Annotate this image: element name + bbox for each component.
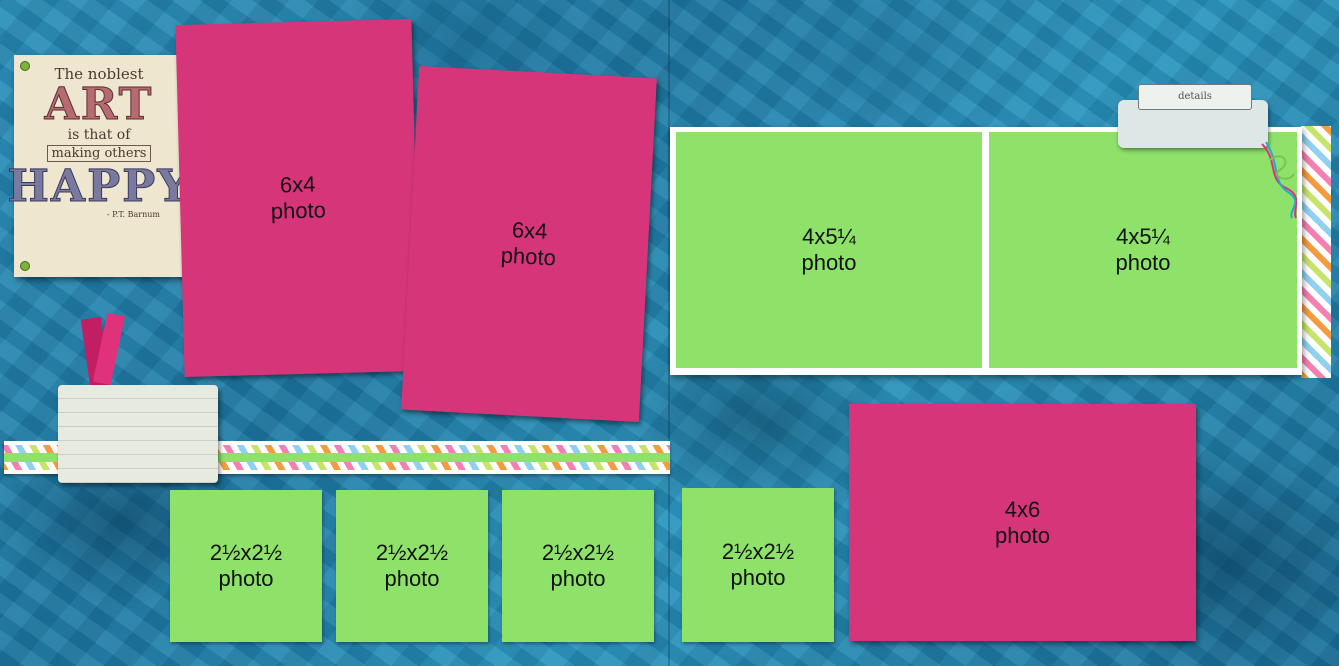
- quote-word-art: ART: [44, 79, 154, 130]
- brad-icon: [20, 261, 30, 271]
- photo-label: photo: [500, 242, 557, 271]
- photo-size: 2½x2½: [541, 540, 615, 565]
- photo-placeholder: 6x4 photo: [401, 66, 657, 422]
- photo-placeholder: 2½x2½ photo: [502, 490, 654, 642]
- photo-placeholder: 2½x2½ photo: [336, 490, 488, 642]
- photo-size: 2½x2½: [209, 540, 283, 565]
- photo-placeholder: 4x5¼ photo: [676, 132, 982, 368]
- photo-label: photo: [730, 565, 786, 590]
- photo-placeholder: 4x6 photo: [849, 404, 1196, 641]
- photo-placeholder: 4x5¼ photo: [989, 132, 1297, 368]
- quote-line: The noblest: [54, 65, 144, 83]
- photo-size: 6x4: [511, 217, 549, 244]
- photo-placeholder: 6x4 photo: [175, 18, 421, 378]
- photo-label: photo: [270, 197, 327, 224]
- photo-label: photo: [994, 522, 1051, 548]
- photo-size: 4x5¼: [802, 224, 856, 249]
- photo-label: photo: [384, 566, 440, 591]
- photo-size: 4x5¼: [1116, 224, 1170, 249]
- twine-bow-icon: [1261, 141, 1298, 219]
- journaling-tag: [58, 385, 218, 483]
- quote-line: is that of: [67, 127, 131, 143]
- photo-label: photo: [801, 250, 857, 275]
- photo-size: 2½x2½: [375, 540, 449, 565]
- photo-placeholder: 2½x2½ photo: [682, 488, 834, 642]
- quote-card: The noblest ART is that of making others…: [7, 55, 189, 277]
- photo-label: photo: [1115, 250, 1171, 275]
- striped-border: [1301, 126, 1331, 378]
- quote-attribution: - P.T. Barnum: [106, 210, 160, 219]
- photo-size: 2½x2½: [721, 539, 795, 564]
- quote-line: making others: [46, 145, 152, 162]
- photo-label: photo: [550, 566, 606, 591]
- details-banner: details: [1138, 84, 1252, 110]
- photo-size: 4x6: [1004, 496, 1041, 522]
- photo-label: photo: [218, 566, 274, 591]
- quote-word-happy: HAPPY: [7, 161, 191, 212]
- page-divider: [668, 0, 670, 666]
- brad-icon: [20, 61, 30, 71]
- photo-size: 6x4: [279, 171, 316, 198]
- photo-placeholder: 2½x2½ photo: [170, 490, 322, 642]
